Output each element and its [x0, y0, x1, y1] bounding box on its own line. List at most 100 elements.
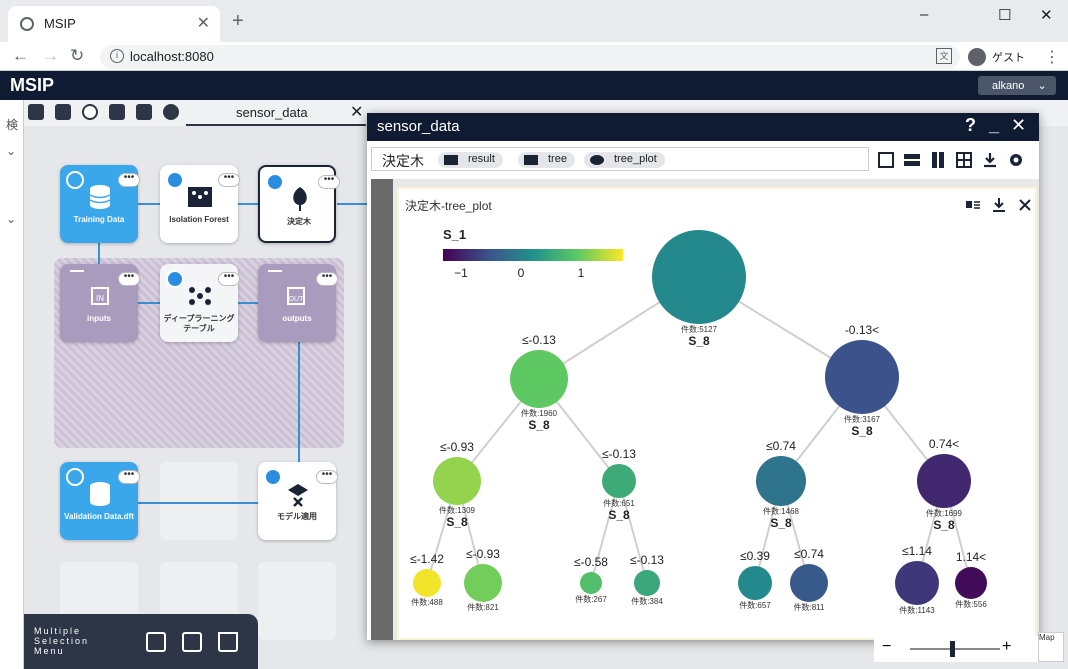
colorbar-tick-label: −1 — [454, 266, 468, 280]
minimap-toggle[interactable]: Map — [1038, 632, 1064, 662]
tree-node[interactable] — [738, 566, 772, 600]
zoom-slider-track[interactable] — [910, 648, 1000, 650]
node-decision-tree[interactable]: ••• 決定木 — [258, 165, 340, 243]
grid-layout-icon[interactable] — [955, 151, 973, 169]
maximize-window-button[interactable]: ☐ — [998, 7, 1012, 24]
minimize-window-button[interactable]: – — [920, 6, 929, 23]
node-validation-data[interactable]: ••• Validation Data.dft — [60, 462, 140, 540]
tree-node[interactable] — [602, 464, 636, 498]
node-menu-button[interactable]: ••• — [316, 272, 338, 286]
document-tab[interactable]: sensor_data ✕ — [186, 100, 366, 126]
empty-slot[interactable] — [160, 462, 238, 540]
node-inputs[interactable]: ••• IN inputs — [60, 264, 140, 342]
zoom-slider-handle[interactable] — [950, 641, 955, 657]
node-count-label: 件数:3167 — [844, 414, 881, 424]
node-label: 決定木 — [287, 217, 311, 226]
save-as-icon[interactable] — [55, 104, 71, 120]
reload-icon[interactable]: ↻ — [70, 46, 85, 65]
node-apply-model[interactable]: ••• モデル適用 — [258, 462, 338, 540]
app-header: MSIP alkano ⌄ — [0, 71, 1068, 100]
chip-result[interactable]: result — [438, 152, 503, 168]
tree-plot-panel: 決定木-tree_plot S_1 −1 0 1 件数:5127 S_8 ≤-0.13 件… — [397, 187, 1037, 640]
profile-button[interactable]: ゲスト — [968, 45, 1025, 69]
tree-node[interactable] — [433, 457, 481, 505]
back-arrow-icon[interactable]: ← — [12, 46, 29, 65]
tree-node[interactable] — [580, 572, 602, 594]
chip-tree[interactable]: tree — [518, 152, 575, 168]
save-icon[interactable] — [28, 104, 44, 120]
chip-tree-plot[interactable]: tree_plot — [584, 152, 665, 168]
browser-menu-icon[interactable]: ⋮ — [1044, 49, 1060, 66]
empty-slot[interactable] — [258, 562, 336, 640]
close-icon[interactable] — [1017, 197, 1033, 213]
run-icon[interactable] — [82, 104, 98, 120]
ungroup-icon[interactable] — [182, 632, 202, 652]
node-menu-button[interactable]: ••• — [118, 173, 140, 187]
node-menu-button[interactable]: ••• — [118, 470, 140, 484]
legend-toggle-icon[interactable] — [965, 197, 981, 213]
tree-node[interactable] — [955, 567, 987, 599]
trash-icon[interactable] — [218, 632, 238, 652]
collapse-icon[interactable] — [70, 270, 84, 272]
info-icon[interactable]: i — [110, 49, 124, 63]
apply-model-icon — [288, 484, 308, 507]
node-count-label: 件数:811 — [794, 602, 826, 612]
tree-node[interactable] — [634, 570, 660, 596]
tree-node[interactable] — [464, 564, 502, 602]
new-tab-button[interactable]: + — [232, 10, 244, 32]
close-window-button[interactable]: ✕ — [1040, 7, 1053, 24]
node-training-data[interactable]: ••• Training Data — [60, 165, 140, 243]
zoom-out-button[interactable]: − — [882, 638, 892, 655]
tree-node[interactable] — [510, 350, 568, 408]
user-menu-button[interactable]: alkano ⌄ — [978, 76, 1056, 95]
chart-icon[interactable] — [109, 104, 125, 120]
vertical-split-icon[interactable] — [929, 151, 947, 169]
translate-icon[interactable]: 文 — [936, 48, 952, 64]
node-menu-button[interactable]: ••• — [318, 175, 340, 189]
minimize-icon[interactable]: _ — [989, 115, 1000, 135]
node-outputs[interactable]: ••• OUT outputs — [258, 264, 338, 342]
chevron-down-icon[interactable]: ⌄ — [6, 212, 17, 226]
close-icon[interactable]: ✕ — [1011, 115, 1027, 135]
tree-node[interactable] — [917, 454, 971, 508]
group-icon[interactable] — [146, 632, 166, 652]
zoom-in-button[interactable]: + — [1002, 638, 1012, 655]
tree-node[interactable] — [790, 564, 828, 602]
tree-node[interactable] — [756, 456, 806, 506]
check-icon[interactable] — [66, 171, 84, 189]
copy-icon[interactable] — [136, 104, 152, 120]
download-icon[interactable] — [991, 197, 1007, 213]
check-icon[interactable] — [264, 468, 282, 486]
tree-node[interactable] — [895, 561, 939, 605]
node-split-feature: S_8 — [446, 515, 468, 529]
url-bar[interactable]: i localhost:8080 文 — [100, 45, 960, 69]
chevron-down-icon[interactable]: ⌄ — [6, 144, 17, 158]
tree-node[interactable] — [652, 230, 746, 324]
node-deep-learning[interactable]: ••• ディープラーニング テーブル — [160, 264, 240, 342]
download-icon[interactable] — [981, 151, 999, 169]
help-icon[interactable] — [163, 104, 179, 120]
node-label: モデル適用 — [277, 512, 317, 521]
forward-arrow-icon[interactable]: → — [42, 46, 59, 65]
avatar-icon — [968, 48, 986, 66]
browser-tab[interactable]: MSIP ✕ — [8, 6, 220, 42]
node-menu-button[interactable]: ••• — [218, 272, 240, 286]
side-scrollbar[interactable] — [371, 179, 393, 640]
tree-node[interactable] — [825, 340, 899, 414]
tree-node[interactable] — [413, 569, 441, 597]
collapse-icon[interactable] — [268, 270, 282, 272]
check-icon[interactable] — [166, 270, 184, 288]
check-icon[interactable] — [66, 468, 84, 486]
check-icon[interactable] — [166, 171, 184, 189]
close-document-tab-icon[interactable]: ✕ — [350, 104, 364, 121]
node-isolation-forest[interactable]: ••• Isolation Forest — [160, 165, 240, 243]
horizontal-split-icon[interactable] — [903, 151, 921, 169]
gear-icon[interactable] — [1007, 151, 1025, 169]
single-layout-icon[interactable] — [877, 151, 895, 169]
node-menu-button[interactable]: ••• — [316, 470, 338, 484]
node-menu-button[interactable]: ••• — [118, 272, 140, 286]
close-tab-icon[interactable]: ✕ — [196, 15, 210, 32]
help-icon[interactable]: ? — [965, 115, 976, 135]
check-icon[interactable] — [266, 173, 284, 191]
node-menu-button[interactable]: ••• — [218, 173, 240, 187]
